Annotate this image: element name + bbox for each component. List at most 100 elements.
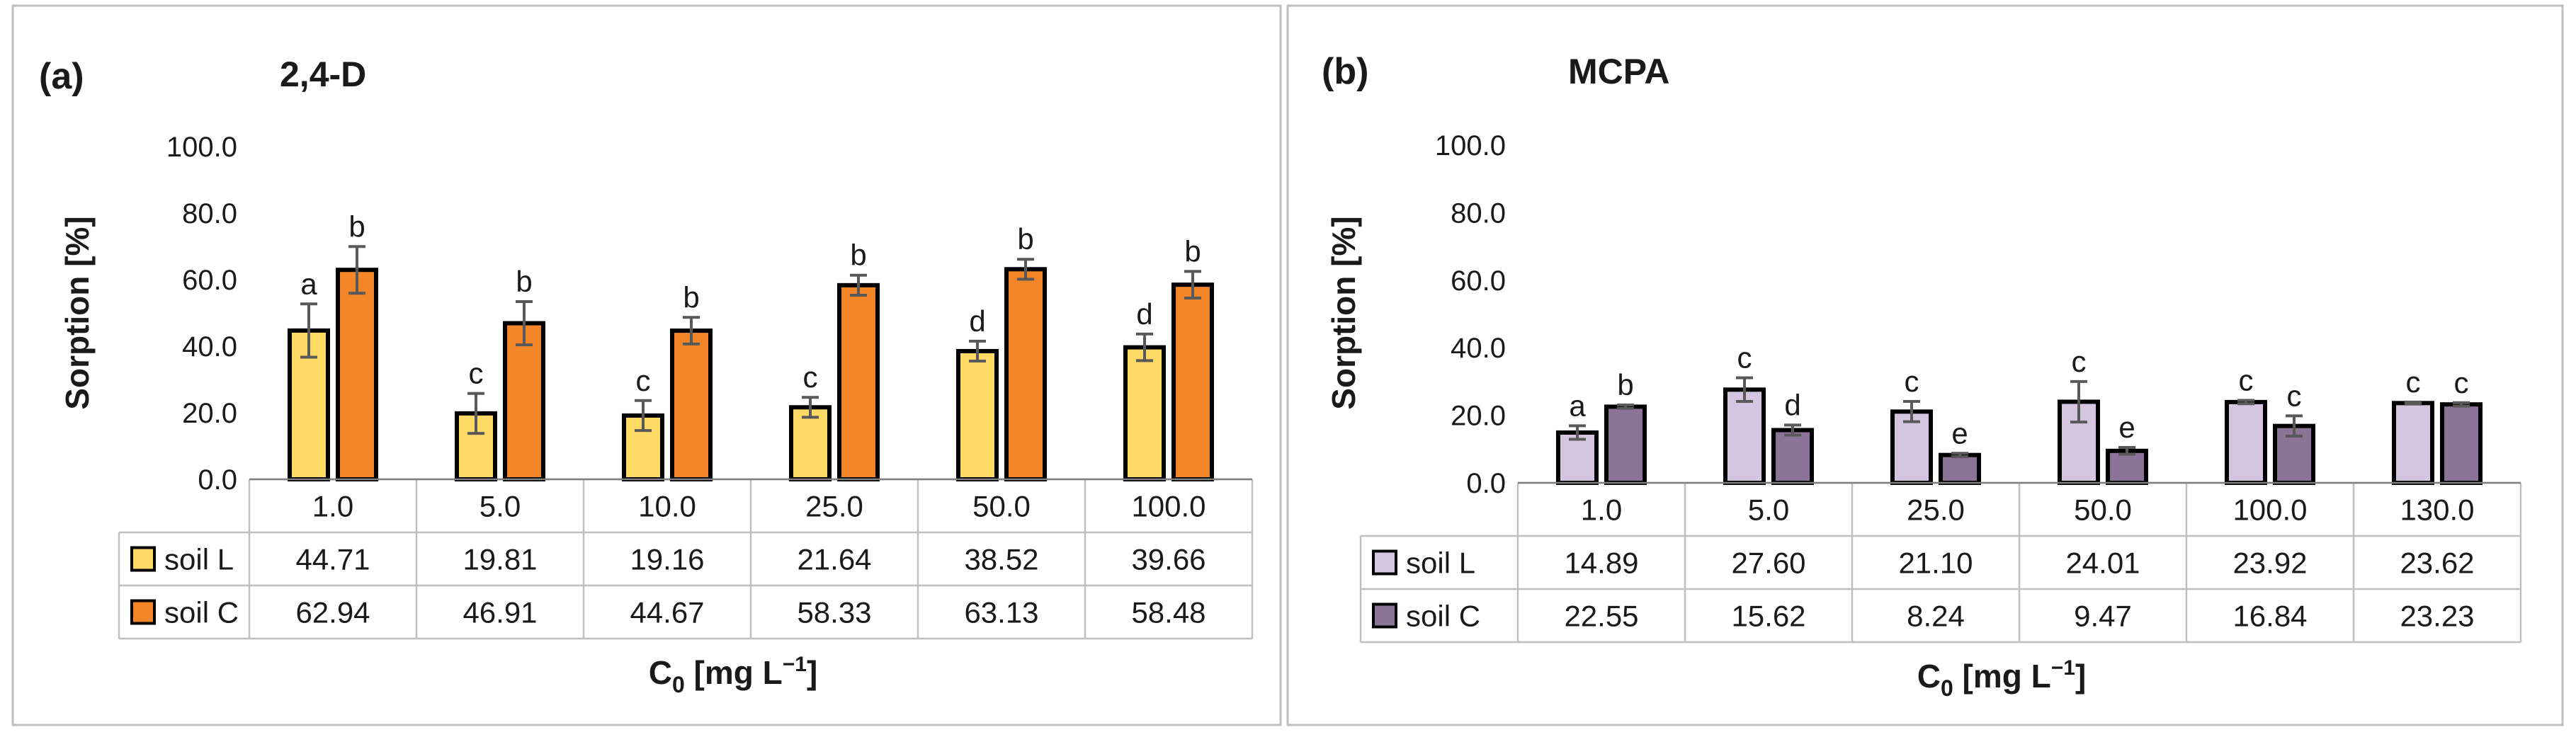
significance-letter: a xyxy=(1569,389,1586,422)
category-label: 130.0 xyxy=(2400,493,2474,527)
legend-label-soil-l: soil L xyxy=(164,543,234,576)
panel-label: (b) xyxy=(1322,51,1368,92)
legend-swatch-soil-c xyxy=(1372,602,1397,629)
category-label: 10.0 xyxy=(638,490,696,523)
legend-swatch-soil-l xyxy=(130,546,156,572)
category-label: 1.0 xyxy=(312,490,353,523)
bar-soil-c xyxy=(1604,404,1647,486)
y-tick-label: 0.0 xyxy=(198,464,237,496)
data-value-soil-l: 19.81 xyxy=(463,543,537,576)
data-value-soil-c: 22.55 xyxy=(1564,600,1638,633)
data-value-soil-c: 16.84 xyxy=(2232,600,2307,633)
data-value-soil-l: 38.52 xyxy=(964,543,1038,576)
data-value-soil-l: 19.16 xyxy=(630,543,704,576)
bar-soil-c xyxy=(1771,428,1814,486)
category-label: 100.0 xyxy=(1131,490,1205,523)
significance-letter: b xyxy=(850,239,866,272)
y-tick-label: 20.0 xyxy=(1451,401,1506,432)
y-tick-label: 0.0 xyxy=(1466,468,1506,499)
significance-letter: c xyxy=(2406,365,2421,399)
y-axis-label: Sorption [%] xyxy=(59,216,96,409)
category-label: 1.0 xyxy=(1581,493,1622,527)
category-label: 5.0 xyxy=(480,490,521,523)
significance-letter: a xyxy=(300,267,317,300)
category-label: 100.0 xyxy=(2232,493,2307,527)
bar-soil-l xyxy=(2225,399,2267,486)
significance-letter: c xyxy=(2287,379,2302,412)
legend-swatch-soil-c xyxy=(130,599,156,625)
significance-letter: c xyxy=(1905,365,1919,398)
y-tick-label: 60.0 xyxy=(1451,265,1506,297)
significance-letter: d xyxy=(1784,388,1800,421)
data-value-soil-l: 23.62 xyxy=(2400,547,2474,580)
legend-label-soil-l: soil L xyxy=(1406,547,1475,580)
data-value-soil-c: 23.23 xyxy=(2400,600,2474,633)
data-value-soil-l: 21.10 xyxy=(1898,547,1973,580)
significance-letter: b xyxy=(1184,234,1201,268)
y-tick-label: 80.0 xyxy=(182,198,237,229)
data-value-soil-l: 24.01 xyxy=(2065,547,2140,580)
bar-soil-c xyxy=(837,282,880,481)
x-axis-label: C0 [mg L−1] xyxy=(1917,656,2087,701)
data-value-soil-l: 14.89 xyxy=(1564,547,1638,580)
data-value-soil-c: 58.33 xyxy=(797,596,871,629)
category-label: 25.0 xyxy=(1907,493,1965,527)
significance-letter: b xyxy=(1017,222,1033,256)
panel-label: (a) xyxy=(39,56,84,97)
panel-frame xyxy=(1286,4,2564,726)
significance-letter: b xyxy=(683,280,699,314)
bar-soil-l xyxy=(1123,345,1166,481)
y-tick-label: 40.0 xyxy=(182,331,237,362)
bar-soil-l xyxy=(1723,387,1766,486)
data-value-soil-c: 9.47 xyxy=(2074,600,2132,633)
legend-label-soil-c: soil C xyxy=(164,596,239,629)
data-value-soil-c: 15.62 xyxy=(1731,600,1805,633)
y-tick-label: 20.0 xyxy=(182,398,237,429)
y-tick-label: 100.0 xyxy=(166,132,237,163)
panel-2-4-d: (a) 2,4-D 0.0 20.0 40.0 60.0 80.0 100.0 Sorption… xyxy=(11,4,1282,726)
bar-soil-l xyxy=(956,348,999,481)
data-value-soil-c: 62.94 xyxy=(295,596,370,629)
bar-soil-c xyxy=(336,268,378,481)
data-value-soil-l: 44.71 xyxy=(295,543,370,576)
category-label: 50.0 xyxy=(972,490,1031,523)
data-value-soil-l: 27.60 xyxy=(1731,547,1805,580)
significance-letter: e xyxy=(2118,411,2135,444)
legend-label-soil-c: soil C xyxy=(1406,600,1480,633)
data-value-soil-c: 8.24 xyxy=(1907,600,1965,633)
significance-letter: c xyxy=(2239,364,2254,397)
category-label: 5.0 xyxy=(1748,493,1789,527)
significance-letter: c xyxy=(2454,366,2469,399)
y-tick-label: 40.0 xyxy=(1451,333,1506,364)
bar-soil-c xyxy=(2440,402,2483,485)
panel-mcpa: (b) MCPA 0.0 20.0 40.0 60.0 80.0 100.0 Sorption … xyxy=(1286,4,2564,726)
bar-soil-c xyxy=(2106,448,2148,486)
significance-letter: b xyxy=(516,265,532,298)
significance-letter: e xyxy=(1951,416,1968,450)
significance-letter: c xyxy=(1737,341,1752,375)
significance-letter: c xyxy=(469,357,484,390)
data-value-soil-c: 58.48 xyxy=(1131,596,1205,629)
bar-soil-c xyxy=(670,328,713,481)
data-value-soil-c: 44.67 xyxy=(630,596,704,629)
data-value-soil-c: 46.91 xyxy=(463,596,537,629)
chart-title: 2,4-D xyxy=(280,55,366,94)
y-axis-label: Sorption [%] xyxy=(1325,216,1362,409)
chart-title: MCPA xyxy=(1568,52,1670,91)
data-value-soil-l: 23.92 xyxy=(2232,547,2307,580)
significance-letter: d xyxy=(1136,297,1152,331)
significance-letter: d xyxy=(969,304,985,338)
data-value-soil-l: 21.64 xyxy=(797,543,871,576)
bar-soil-l xyxy=(2392,401,2434,485)
bar-soil-c xyxy=(503,321,545,482)
x-axis-label: C0 [mg L−1] xyxy=(649,653,818,697)
category-label: 50.0 xyxy=(2074,493,2132,527)
category-label: 25.0 xyxy=(805,490,863,523)
data-value-soil-c: 63.13 xyxy=(964,596,1038,629)
significance-letter: c xyxy=(636,364,651,397)
y-tick-label: 80.0 xyxy=(1451,198,1506,229)
panel-frame xyxy=(11,4,1282,726)
bar-soil-c xyxy=(1004,267,1047,481)
significance-letter: b xyxy=(348,210,365,243)
